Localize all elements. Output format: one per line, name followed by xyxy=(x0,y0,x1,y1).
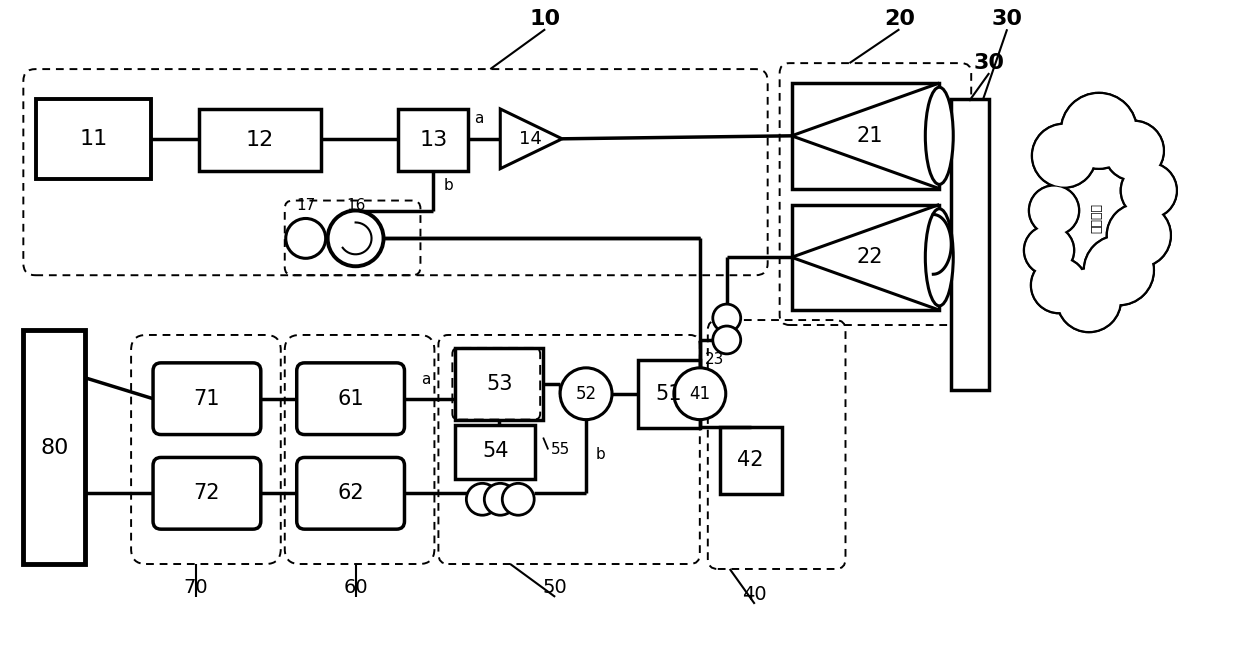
Circle shape xyxy=(1104,121,1164,181)
Circle shape xyxy=(1058,270,1120,331)
Text: 42: 42 xyxy=(738,451,764,471)
FancyBboxPatch shape xyxy=(153,457,260,529)
Circle shape xyxy=(1029,186,1079,235)
Circle shape xyxy=(1032,258,1086,312)
Text: 16: 16 xyxy=(346,198,366,213)
Text: 55: 55 xyxy=(551,442,569,457)
Circle shape xyxy=(1084,235,1153,305)
Circle shape xyxy=(1032,257,1087,313)
Text: 72: 72 xyxy=(193,483,221,503)
Bar xyxy=(198,109,321,171)
Text: 40: 40 xyxy=(743,585,768,604)
Circle shape xyxy=(1122,163,1176,217)
Text: 70: 70 xyxy=(184,578,208,597)
Circle shape xyxy=(1085,237,1153,304)
Circle shape xyxy=(1030,186,1078,235)
Text: 13: 13 xyxy=(419,130,448,150)
FancyBboxPatch shape xyxy=(153,363,260,434)
Circle shape xyxy=(1061,94,1136,167)
Text: 50: 50 xyxy=(543,578,568,597)
Text: b: b xyxy=(444,178,454,193)
Text: 22: 22 xyxy=(856,247,883,268)
Circle shape xyxy=(466,483,498,515)
Text: 30: 30 xyxy=(992,9,1023,29)
Ellipse shape xyxy=(925,87,954,185)
Text: 大气湍流: 大气湍流 xyxy=(1090,204,1104,233)
Circle shape xyxy=(1032,124,1096,188)
Circle shape xyxy=(1033,125,1095,186)
Text: a: a xyxy=(420,372,430,387)
Text: 61: 61 xyxy=(337,389,363,409)
Text: 53: 53 xyxy=(486,374,512,394)
Circle shape xyxy=(1061,93,1137,169)
Circle shape xyxy=(673,368,725,420)
Text: a: a xyxy=(474,111,484,127)
Circle shape xyxy=(327,210,383,266)
Text: 21: 21 xyxy=(856,126,883,146)
Bar xyxy=(637,360,699,428)
Circle shape xyxy=(1056,268,1121,332)
Text: b: b xyxy=(595,447,605,462)
Circle shape xyxy=(713,304,740,332)
Text: 54: 54 xyxy=(482,442,508,461)
Circle shape xyxy=(1121,163,1177,219)
Circle shape xyxy=(1024,225,1074,275)
Circle shape xyxy=(1025,227,1073,274)
Circle shape xyxy=(502,483,534,515)
Text: 52: 52 xyxy=(575,385,596,403)
Circle shape xyxy=(1107,204,1171,268)
Bar xyxy=(24,330,86,564)
Text: 51: 51 xyxy=(656,384,682,404)
Bar xyxy=(791,204,939,310)
Polygon shape xyxy=(500,109,562,169)
Text: 12: 12 xyxy=(246,130,274,150)
Bar xyxy=(398,109,469,171)
Bar xyxy=(455,424,536,479)
Bar xyxy=(951,99,990,389)
FancyBboxPatch shape xyxy=(296,363,404,434)
Bar xyxy=(36,99,151,179)
Text: 23: 23 xyxy=(706,353,724,367)
Circle shape xyxy=(1105,122,1163,180)
Text: 30: 30 xyxy=(973,53,1004,73)
Ellipse shape xyxy=(925,209,954,306)
Text: 71: 71 xyxy=(193,389,221,409)
Text: 14: 14 xyxy=(518,130,542,148)
Text: 60: 60 xyxy=(343,578,368,597)
Circle shape xyxy=(1107,204,1169,266)
Bar xyxy=(791,83,939,188)
Circle shape xyxy=(560,368,613,420)
Bar xyxy=(455,348,543,420)
Circle shape xyxy=(285,219,326,258)
Circle shape xyxy=(485,483,516,515)
Bar xyxy=(719,426,781,494)
Text: 11: 11 xyxy=(81,129,108,149)
Text: 41: 41 xyxy=(689,385,711,403)
Text: 20: 20 xyxy=(884,9,915,29)
FancyBboxPatch shape xyxy=(296,457,404,529)
Circle shape xyxy=(713,326,740,354)
Text: 80: 80 xyxy=(40,438,68,457)
Text: 10: 10 xyxy=(529,9,560,29)
Text: 17: 17 xyxy=(296,198,315,213)
Text: 62: 62 xyxy=(337,483,363,503)
